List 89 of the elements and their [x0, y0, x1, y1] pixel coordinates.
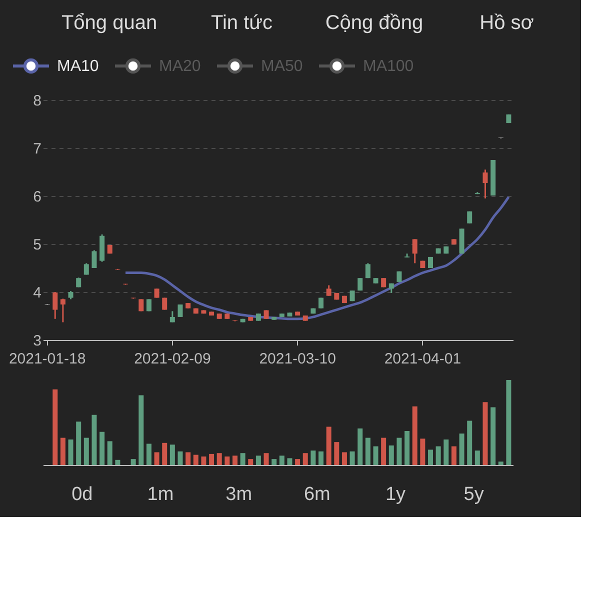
x-tick-label: 2021-01-18	[8, 350, 86, 368]
y-tick-label: 4	[33, 284, 42, 302]
text: Cộng đồng	[325, 12, 424, 34]
bar	[428, 450, 433, 465]
bar	[240, 453, 246, 465]
bar	[459, 434, 464, 465]
bar	[287, 458, 292, 465]
x-tick-label: 2021-04-01	[384, 350, 462, 368]
bar	[209, 454, 214, 465]
bar	[272, 459, 277, 465]
y-tick-label: 3	[33, 332, 42, 350]
bar	[107, 441, 112, 465]
candlestick	[412, 238, 418, 264]
y-tick-label: 5	[33, 236, 42, 254]
bar	[444, 440, 449, 465]
candlestick	[52, 291, 58, 320]
bar	[193, 454, 198, 465]
bar	[100, 432, 105, 465]
bar	[216, 453, 222, 465]
bar	[248, 459, 254, 465]
bar	[490, 407, 496, 465]
bar	[350, 451, 355, 465]
text: 1y	[385, 484, 406, 505]
candlestick	[482, 168, 488, 200]
bar	[295, 459, 300, 465]
bar	[326, 426, 332, 465]
text: 3m	[226, 484, 252, 505]
bar	[506, 380, 512, 465]
bar	[404, 431, 410, 465]
candlestick	[365, 262, 370, 279]
y-tick-label: 8	[33, 92, 42, 110]
text: Hồ sơ	[480, 12, 534, 34]
bar	[318, 451, 324, 465]
x-tick-label: 2021-02-09	[134, 350, 211, 368]
bar	[92, 414, 97, 465]
bar	[358, 428, 363, 465]
text: 6m	[304, 484, 330, 505]
bar	[162, 442, 168, 465]
bar	[365, 438, 370, 465]
bar	[420, 438, 426, 465]
bar	[467, 420, 472, 465]
candlestick	[92, 249, 97, 269]
bar	[232, 456, 238, 465]
bar	[302, 453, 308, 465]
bar	[334, 442, 340, 465]
bar	[138, 395, 144, 465]
bar	[84, 438, 89, 465]
text: Tin tức	[210, 12, 273, 34]
bar	[256, 456, 261, 465]
bar	[381, 438, 386, 465]
bar	[342, 452, 347, 465]
candlestick	[60, 298, 66, 323]
bar	[412, 406, 418, 465]
bar	[373, 446, 378, 465]
bar	[498, 462, 504, 465]
bar	[52, 389, 58, 465]
y-tick-label: 7	[33, 140, 42, 158]
line-series	[124, 196, 510, 320]
bar	[60, 438, 66, 465]
candlestick	[358, 277, 363, 292]
bar	[68, 440, 74, 465]
bar	[451, 446, 456, 465]
x-tick-label: 2021-03-10	[259, 350, 336, 368]
bar	[436, 446, 441, 465]
y-tick-label: 6	[33, 188, 42, 206]
text: 5y	[464, 484, 484, 505]
bar	[146, 444, 152, 465]
text: 1m	[147, 484, 174, 505]
bar	[76, 422, 82, 465]
bar	[154, 452, 160, 465]
bar	[178, 451, 183, 465]
bar	[482, 402, 488, 465]
bar	[279, 456, 284, 465]
bar	[186, 452, 191, 465]
bar	[388, 445, 394, 465]
text: Tổng quan	[61, 12, 158, 34]
legend-label: MA10	[57, 58, 99, 75]
bar	[474, 450, 480, 465]
bar	[396, 438, 402, 465]
bar	[224, 456, 230, 465]
bar	[130, 459, 136, 465]
bar	[170, 444, 175, 465]
bar	[115, 460, 120, 465]
bar	[264, 453, 269, 465]
candlestick	[326, 284, 332, 297]
candlestick	[154, 288, 160, 299]
text: 0d	[72, 484, 93, 505]
bar	[201, 456, 206, 465]
bar	[310, 450, 316, 465]
